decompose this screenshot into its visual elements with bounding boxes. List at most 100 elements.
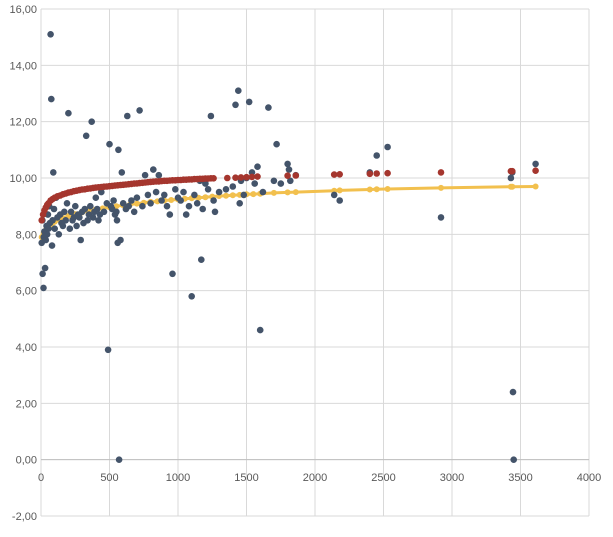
fit-point — [509, 167, 516, 175]
data-point — [211, 208, 219, 216]
x-tick-label: 4000 — [577, 472, 601, 484]
data-point — [48, 95, 55, 103]
data-point — [82, 132, 90, 140]
data-point — [182, 211, 190, 218]
data-point — [507, 174, 515, 182]
data-point — [207, 112, 215, 120]
fit-point — [237, 174, 245, 181]
data-point — [49, 217, 56, 224]
data-point — [330, 191, 338, 199]
data-point — [144, 191, 152, 199]
x-tick-label: 1000 — [166, 472, 190, 484]
x-tick-label: 2000 — [303, 472, 327, 484]
fit-point — [168, 197, 175, 203]
data-point — [110, 197, 117, 204]
fit-point — [373, 170, 381, 177]
data-point — [198, 256, 205, 264]
fit-point — [284, 189, 291, 196]
data-point — [45, 225, 52, 232]
y-tick-label: 6,00 — [16, 286, 37, 298]
data-point — [259, 188, 267, 196]
data-point — [193, 200, 201, 207]
data-point — [265, 104, 272, 111]
data-point — [163, 202, 171, 210]
fit-point — [384, 186, 391, 192]
data-point — [130, 208, 138, 216]
data-point — [136, 107, 143, 114]
y-tick-label: 12,00 — [9, 117, 37, 129]
grid-lines — [40, 8, 590, 517]
data-point — [236, 200, 243, 207]
x-tick-label: 0 — [38, 472, 44, 484]
data-point — [88, 118, 95, 125]
fit-point — [210, 175, 217, 182]
data-point — [158, 197, 165, 204]
fit-point — [243, 173, 250, 181]
fit-point — [284, 172, 291, 179]
data-point — [63, 200, 71, 207]
data-point — [161, 191, 168, 199]
fit-point — [437, 169, 445, 176]
data-point — [61, 208, 68, 216]
data-point — [235, 87, 242, 94]
y-tick-label: 2,00 — [16, 398, 37, 410]
fit-point — [229, 192, 236, 199]
x-tick-label: 2500 — [371, 472, 395, 484]
fit-point — [38, 217, 45, 224]
fit-point — [384, 169, 391, 177]
data-point — [139, 202, 146, 210]
data-point — [147, 200, 154, 207]
data-point — [180, 188, 187, 196]
fit-point — [223, 192, 229, 199]
data-point — [39, 270, 46, 278]
data-point — [245, 98, 253, 106]
fit-point — [270, 189, 277, 196]
data-point — [55, 231, 63, 238]
data-point — [77, 236, 84, 244]
data-point — [373, 152, 381, 159]
data-point — [191, 191, 198, 199]
data-point — [41, 264, 49, 272]
data-point — [48, 242, 56, 249]
fit-point — [366, 170, 374, 178]
data-point — [128, 197, 135, 204]
x-tick-label: 1500 — [234, 472, 258, 484]
data-point — [40, 284, 47, 292]
fit-point — [224, 174, 231, 182]
data-point — [65, 109, 72, 117]
data-point — [119, 200, 127, 207]
data-point — [273, 140, 280, 148]
data-point — [47, 31, 54, 38]
data-point — [150, 166, 157, 173]
data-point — [277, 180, 285, 187]
data-point — [125, 202, 132, 210]
data-point — [336, 197, 344, 204]
y-tick-label: -2,00 — [12, 511, 37, 523]
fit-point — [292, 172, 300, 179]
data-point — [172, 186, 179, 193]
data-point — [199, 205, 206, 213]
data-point — [51, 225, 58, 232]
fit-point — [330, 171, 338, 178]
fit-point — [373, 186, 380, 193]
data-point — [532, 160, 539, 168]
data-point — [50, 205, 58, 213]
y-tick-label: 10,00 — [9, 173, 37, 185]
data-point — [256, 326, 264, 334]
data-point — [215, 188, 223, 196]
data-point — [104, 346, 112, 354]
data-point — [202, 180, 209, 187]
fit-point — [254, 173, 261, 180]
x-tick-label: 3000 — [440, 472, 464, 484]
fit-point — [232, 174, 239, 181]
data-point — [92, 194, 100, 201]
fit-point — [250, 191, 257, 198]
data-point — [117, 236, 124, 244]
data-point — [100, 208, 108, 216]
data-point — [284, 160, 291, 168]
data-point — [185, 202, 193, 210]
data-point — [67, 208, 75, 216]
data-point — [177, 197, 184, 204]
